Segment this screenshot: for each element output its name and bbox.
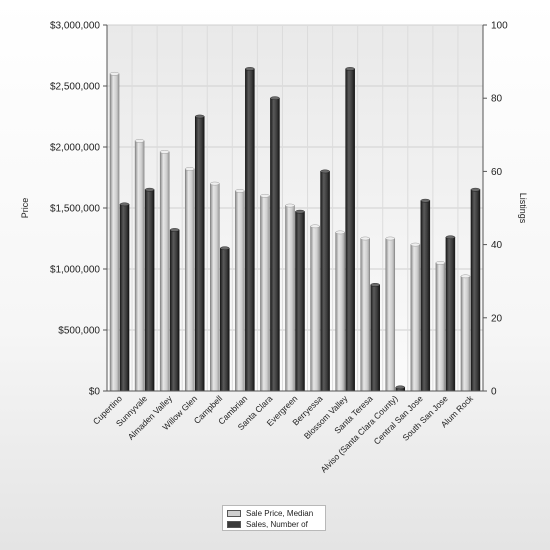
- bar-sale-price: [210, 183, 220, 392]
- bar-sale-price: [260, 195, 270, 392]
- bar-cap-sales-count: [119, 202, 130, 207]
- y-left-tick-label: $2,000,000: [50, 143, 100, 154]
- y-right-tick-label: 80: [491, 94, 503, 105]
- y-right-tick-label: 20: [491, 313, 503, 324]
- bar-cap-sales-count: [220, 246, 230, 251]
- bar-sale-price: [335, 232, 345, 392]
- bar-cap-sales-count: [195, 114, 205, 119]
- bar-cap-sale-price: [185, 167, 195, 171]
- bar-cap-sale-price: [460, 274, 471, 279]
- bar-cap-sale-price: [335, 230, 345, 235]
- bar-sale-price: [285, 205, 295, 392]
- bar-sales-count: [144, 189, 155, 392]
- bar-cap-sales-count: [345, 67, 355, 71]
- bar-cap-sale-price: [134, 139, 145, 143]
- bar-sales-count: [295, 211, 305, 392]
- y-left-tick-label: $1,000,000: [50, 265, 100, 276]
- bar-sale-price: [460, 276, 471, 392]
- bar-sales-count: [270, 97, 280, 392]
- bar-sales-count: [370, 284, 380, 392]
- bar-sales-count: [245, 68, 255, 392]
- bar-sale-price: [410, 244, 421, 392]
- bar-sales-count: [445, 237, 456, 392]
- legend-item-sale-price: Sale Price, Median: [227, 508, 321, 519]
- bar-sales-count: [220, 248, 230, 392]
- bar-sale-price: [435, 262, 446, 392]
- bar-cap-sale-price: [235, 189, 245, 193]
- bar-cap-sale-price: [410, 242, 421, 247]
- bar-cap-sales-count: [395, 385, 405, 390]
- bar-cap-sale-price: [260, 193, 270, 198]
- y-right-tick-label: 60: [491, 167, 503, 178]
- bar-cap-sales-count: [320, 169, 330, 174]
- bar-sale-price: [184, 168, 195, 392]
- bar-cap-sales-count: [270, 96, 280, 100]
- legend-item-sales-count: Sales, Number of: [227, 519, 321, 530]
- bar-cap-sales-count: [370, 283, 380, 287]
- bar-sales-count: [345, 68, 355, 392]
- bar-sales-count: [320, 171, 330, 392]
- bar-sale-price: [360, 238, 370, 392]
- bar-cap-sale-price: [159, 150, 170, 154]
- bar-sale-price: [385, 238, 396, 392]
- bar-sales-count: [470, 189, 481, 392]
- bar-sales-count: [119, 204, 130, 392]
- y-right-tick-label: 0: [491, 387, 497, 398]
- bar-cap-sale-price: [385, 236, 395, 241]
- legend-label-sales-count: Sales, Number of: [246, 520, 308, 529]
- bar-sales-count: [420, 200, 431, 392]
- bar-cap-sale-price: [360, 236, 370, 241]
- bars: [109, 67, 481, 392]
- y-left-tick-label: $2,500,000: [50, 82, 100, 93]
- y-left-tick-label: $0: [89, 387, 101, 398]
- y-left-tick-label: $500,000: [58, 326, 100, 337]
- bar-sale-price: [310, 226, 320, 392]
- y-right-tick-label: 100: [491, 21, 508, 32]
- bar-cap-sales-count: [169, 228, 180, 232]
- y-left-axis-label: Price: [20, 198, 30, 219]
- bar-cap-sales-count: [420, 198, 431, 203]
- legend: Sale Price, Median Sales, Number of: [222, 505, 326, 531]
- bar-cap-sales-count: [445, 235, 456, 240]
- bar-cap-sale-price: [285, 203, 295, 208]
- legend-label-sale-price: Sale Price, Median: [246, 509, 314, 518]
- bar-cap-sale-price: [210, 181, 220, 186]
- bar-sale-price: [159, 151, 170, 392]
- grid: [107, 24, 483, 391]
- bar-cap-sales-count: [470, 187, 481, 192]
- bar-cap-sale-price: [435, 261, 446, 265]
- y-right-tick-label: 40: [491, 240, 503, 251]
- bar-cap-sale-price: [109, 72, 120, 76]
- bar-cap-sale-price: [310, 224, 320, 229]
- legend-swatch-sale-price: [227, 510, 241, 517]
- y-left-tick-label: $3,000,000: [50, 21, 100, 32]
- bar-sale-price: [134, 140, 145, 392]
- bar-cap-sales-count: [295, 209, 305, 214]
- bar-sale-price: [109, 73, 120, 392]
- y-right-axis-label: Listings: [518, 193, 528, 224]
- bar-sales-count: [194, 116, 205, 392]
- bar-sales-count: [169, 229, 180, 392]
- legend-swatch-sales-count: [227, 521, 241, 528]
- y-left-tick-label: $1,500,000: [50, 204, 100, 215]
- bar-cap-sales-count: [245, 67, 255, 71]
- bar-sale-price: [235, 190, 245, 392]
- bar-cap-sales-count: [144, 187, 155, 192]
